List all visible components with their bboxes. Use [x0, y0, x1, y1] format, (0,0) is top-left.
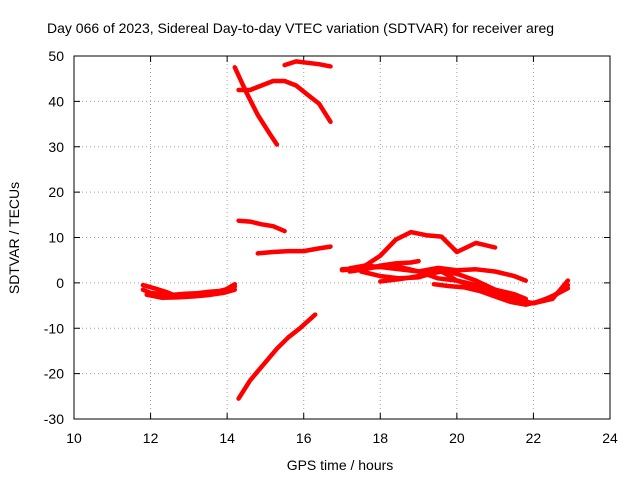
x-tick-labels: 10 12 14 16 18 20 22 24	[66, 430, 618, 446]
y-tick-label: -30	[44, 411, 64, 427]
series-line-9	[236, 312, 318, 401]
x-tick-label: 20	[449, 430, 465, 446]
y-tick-label: -10	[44, 320, 64, 336]
y-axis-title: SDTVAR / TECUs	[6, 182, 22, 294]
y-tick-label: 40	[48, 93, 64, 109]
series-line-15	[431, 281, 571, 307]
y-tick-label: 0	[56, 275, 64, 291]
series-line-4	[232, 65, 280, 147]
x-tick-label: 24	[602, 430, 618, 446]
series-line-6	[282, 59, 333, 69]
y-tick-label: -20	[44, 366, 64, 382]
x-tick-label: 14	[219, 430, 235, 446]
y-tick-label: 20	[48, 184, 64, 200]
series-line-5	[236, 78, 333, 125]
series-line-8	[255, 244, 333, 256]
x-tick-label: 16	[296, 430, 312, 446]
grid	[74, 56, 610, 419]
series-line-7	[236, 218, 287, 234]
x-tick-label: 22	[526, 430, 542, 446]
series-line-3	[144, 287, 238, 301]
y-tick-labels: -30 -20 -10 0 10 20 30 40 50	[44, 48, 64, 427]
series-group	[140, 59, 571, 401]
y-tick-label: 50	[48, 48, 64, 64]
x-axis-title: GPS time / hours	[287, 457, 394, 473]
x-tick-label: 18	[372, 430, 388, 446]
y-tick-label: 30	[48, 139, 64, 155]
series-line-16	[347, 258, 421, 274]
x-tick-label: 10	[66, 430, 82, 446]
x-tick-label: 12	[143, 430, 159, 446]
chart-title: Day 066 of 2023, Sidereal Day-to-day VTE…	[47, 20, 554, 36]
y-tick-label: 10	[48, 230, 64, 246]
series-line-10	[339, 229, 498, 273]
